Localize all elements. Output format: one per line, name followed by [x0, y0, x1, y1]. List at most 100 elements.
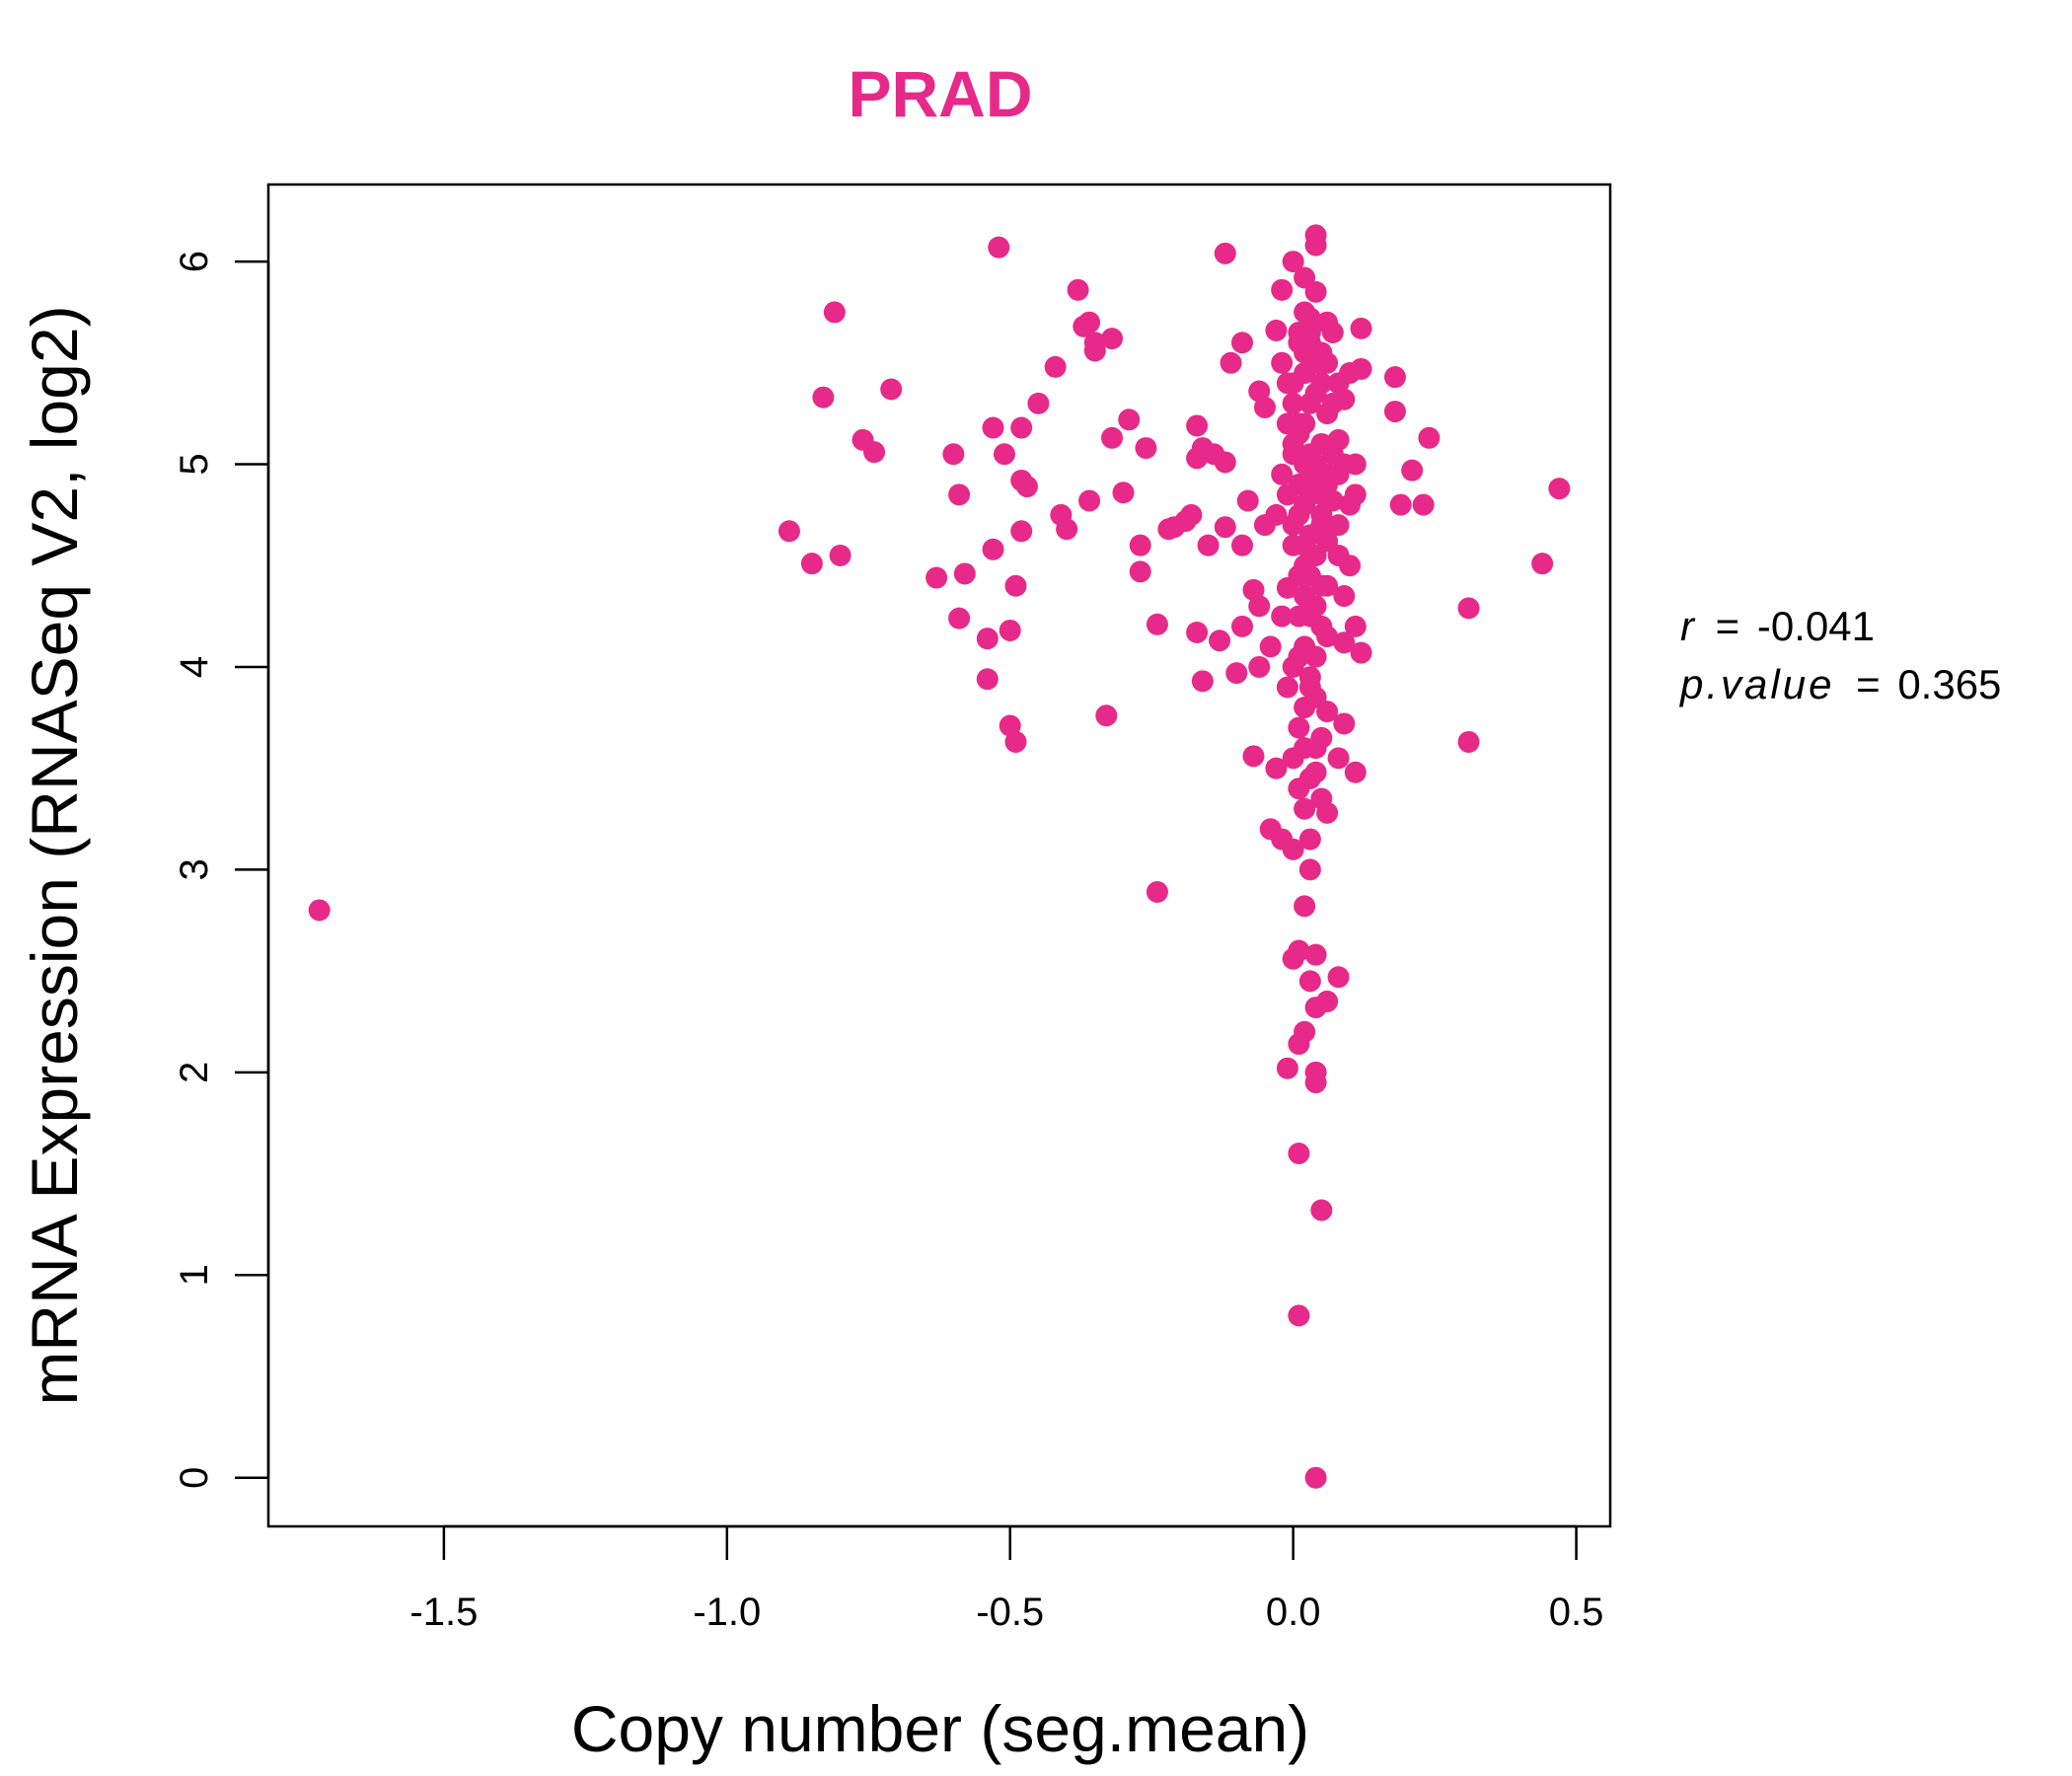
data-point	[1242, 745, 1265, 768]
data-point	[1271, 351, 1294, 374]
data-point	[1344, 483, 1367, 506]
data-point	[1276, 1057, 1298, 1079]
data-point	[1294, 1020, 1316, 1043]
y-tick-label: 0	[173, 1467, 216, 1489]
data-point	[948, 607, 971, 629]
data-point	[1248, 595, 1271, 618]
data-point	[993, 443, 1015, 466]
data-point	[1282, 392, 1304, 414]
data-point	[1304, 1072, 1327, 1094]
data-point	[1304, 453, 1327, 476]
data-point	[1327, 747, 1350, 770]
data-point	[1350, 317, 1372, 339]
x-axis: -1.5 -1.0 -0.5 0.0 0.5	[409, 1524, 1603, 1634]
data-point	[1304, 280, 1327, 303]
data-point	[1265, 503, 1288, 526]
r-stat-label: r	[1680, 603, 1696, 649]
data-point	[1010, 416, 1033, 439]
data-point	[948, 483, 971, 506]
data-point	[1531, 553, 1554, 575]
data-point	[988, 236, 1010, 259]
data-point	[1288, 939, 1310, 962]
data-point	[953, 562, 976, 585]
y-tick-label: 4	[173, 656, 216, 678]
data-point	[1129, 560, 1151, 583]
data-point	[1083, 339, 1106, 362]
data-point	[1225, 662, 1248, 685]
data-point	[1004, 574, 1027, 597]
data-point	[1298, 307, 1321, 330]
data-point	[1067, 278, 1089, 301]
data-point	[1310, 574, 1333, 597]
data-point	[1350, 641, 1372, 664]
y-tick-label: 1	[173, 1264, 216, 1286]
data-point	[1288, 716, 1310, 739]
data-point	[1056, 518, 1078, 541]
data-point	[1294, 895, 1316, 918]
data-point	[1044, 355, 1067, 378]
data-point	[1316, 801, 1339, 824]
data-point	[1186, 622, 1209, 644]
data-point	[1129, 534, 1151, 556]
data-point	[1294, 493, 1316, 516]
r-stat-value: -0.041	[1757, 603, 1875, 649]
data-point	[1383, 401, 1406, 423]
data-point	[982, 416, 1004, 439]
plot-frame	[266, 183, 1612, 1528]
data-point	[1288, 1304, 1310, 1327]
data-point	[1298, 828, 1321, 851]
data-point	[1214, 242, 1236, 264]
data-point	[942, 443, 965, 466]
data-point	[1231, 332, 1254, 354]
data-point	[1180, 503, 1203, 526]
data-point	[1316, 626, 1339, 648]
data-point	[1276, 483, 1298, 506]
data-points	[308, 224, 1571, 1489]
data-point	[1294, 412, 1316, 435]
data-point	[1231, 615, 1254, 637]
data-point	[1118, 408, 1141, 431]
correlation-stats: r = -0.041 p.value = 0.365	[1678, 603, 2001, 707]
data-point	[1298, 767, 1321, 789]
data-point	[1101, 426, 1124, 449]
data-point	[1316, 530, 1339, 553]
data-point	[308, 899, 331, 922]
data-point	[1015, 476, 1038, 498]
data-point	[823, 301, 846, 324]
data-point	[1282, 534, 1304, 556]
data-point	[999, 619, 1021, 641]
data-point	[925, 566, 948, 589]
data-point	[829, 544, 851, 566]
x-axis-label: Copy number (seg.mean)	[571, 1692, 1309, 1765]
data-point	[1135, 437, 1157, 460]
data-point	[1304, 1466, 1327, 1489]
data-point	[1298, 858, 1321, 881]
data-point	[976, 668, 999, 691]
data-point	[1248, 655, 1271, 678]
data-point	[1418, 426, 1441, 449]
data-point	[1321, 489, 1344, 512]
data-point	[1333, 631, 1356, 654]
data-point	[1412, 493, 1435, 516]
data-point	[1078, 489, 1101, 512]
data-point	[1333, 453, 1356, 476]
data-point	[1304, 943, 1327, 966]
data-point	[1310, 726, 1333, 749]
data-point	[1333, 585, 1356, 608]
data-point	[1146, 880, 1168, 903]
data-point	[1298, 524, 1321, 547]
data-point	[1327, 966, 1350, 989]
x-tick-label: -1.0	[693, 1591, 761, 1634]
data-point	[1383, 366, 1406, 389]
y-tick-label: 6	[173, 251, 216, 272]
y-axis-label: mRNA Expression (RNASeq V2, log2)	[18, 305, 91, 1405]
data-point	[1294, 697, 1316, 719]
data-point	[1457, 597, 1480, 620]
r-stat: r = -0.041	[1680, 603, 1875, 649]
data-point	[1316, 351, 1339, 374]
y-tick-label: 2	[173, 1062, 216, 1083]
data-point	[1310, 372, 1333, 395]
data-point	[1259, 635, 1282, 658]
data-point	[1004, 730, 1027, 753]
